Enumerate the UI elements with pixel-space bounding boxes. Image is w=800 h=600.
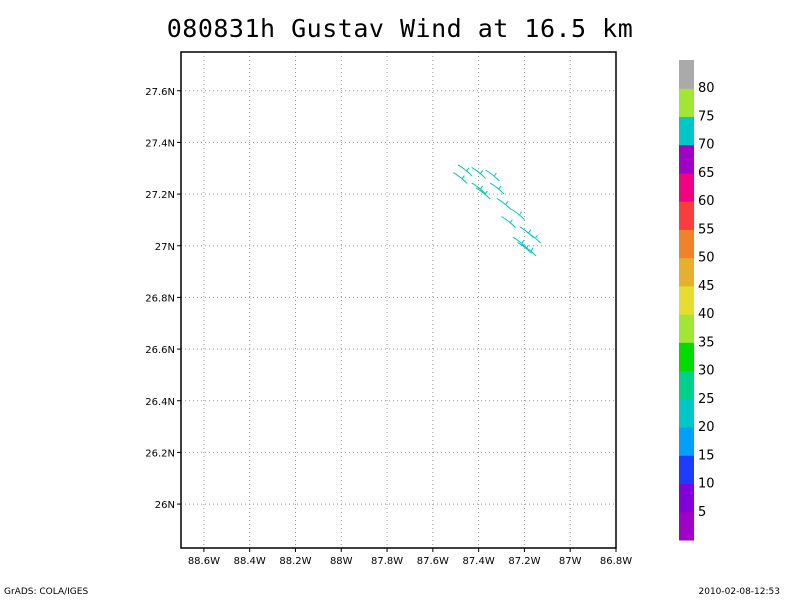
colorbar-label: 75 — [698, 109, 715, 124]
lat-tick-label: 26N — [155, 500, 175, 511]
colorbar-swatch — [679, 511, 694, 541]
colorbar-label: 30 — [698, 364, 715, 379]
wind-barb — [519, 226, 535, 239]
colorbar-swatch — [679, 483, 694, 513]
latitude-ticks: 27.6N 27.4N 27.2N 27N 26.8N 26.6N 26.4N 26.2N 26… — [145, 87, 181, 511]
colorbar-swatch — [679, 285, 694, 315]
wind-barb — [517, 241, 532, 254]
colorbar-swatch — [679, 60, 694, 89]
wind-barb — [489, 182, 505, 195]
colorbar: 5 10 15 20 25 30 35 40 45 50 55 60 65 70 75 80 — [679, 60, 715, 541]
colorbar-swatch — [679, 370, 694, 400]
lat-tick-label: 27N — [155, 242, 175, 253]
colorbar-swatch — [679, 144, 694, 174]
colorbar-label: 70 — [698, 138, 715, 153]
lon-tick-label: 87.8W — [371, 556, 403, 567]
lat-tick-label: 26.4N — [145, 397, 175, 408]
lon-tick-label: 87W — [559, 556, 582, 567]
footer-credit: GrADS: COLA/IGES — [4, 587, 89, 597]
grid-lines — [181, 52, 617, 548]
colorbar-label: 25 — [698, 392, 715, 407]
lon-tick-label: 86.8W — [600, 556, 632, 567]
colorbar-label: 10 — [698, 477, 715, 492]
colorbar-label: 60 — [698, 194, 715, 209]
lon-tick-label: 87.6W — [417, 556, 449, 567]
wind-barb — [471, 182, 486, 195]
lat-tick-label: 26.2N — [145, 448, 175, 459]
colorbar-swatch — [679, 398, 694, 428]
colorbar-swatch — [679, 427, 694, 456]
lat-tick-label: 26.6N — [145, 345, 175, 356]
wind-barb — [510, 208, 525, 221]
colorbar-label: 50 — [698, 251, 715, 266]
lon-tick-label: 88W — [330, 556, 353, 567]
wind-barb — [471, 166, 486, 179]
lat-tick-label: 26.8N — [145, 293, 175, 304]
colorbar-swatch — [679, 172, 694, 202]
wind-barb — [485, 169, 500, 182]
colorbar-swatch — [679, 229, 694, 259]
colorbar-swatch — [679, 455, 694, 485]
wind-barb — [457, 164, 473, 177]
colorbar-swatch — [679, 116, 694, 146]
colorbar-label: 5 — [698, 505, 706, 520]
wind-barb — [521, 244, 537, 257]
colorbar-label: 40 — [698, 307, 715, 322]
wind-barb — [453, 172, 468, 184]
colorbar-label: 45 — [698, 279, 715, 294]
lon-tick-label: 88.6W — [188, 556, 220, 567]
wind-barb — [526, 231, 541, 244]
colorbar-swatch — [679, 201, 694, 230]
lon-tick-label: 88.2W — [279, 556, 311, 567]
lat-tick-label: 27.2N — [145, 190, 175, 201]
lon-tick-label: 88.4W — [234, 556, 266, 567]
colorbar-swatch — [679, 257, 694, 287]
lat-tick-label: 27.6N — [145, 87, 175, 98]
lat-tick-label: 27.4N — [145, 138, 175, 149]
colorbar-swatch — [679, 314, 694, 343]
colorbar-label: 80 — [698, 81, 715, 96]
plot-frame — [180, 51, 617, 549]
footer-timestamp: 2010-02-08-12:53 — [698, 587, 781, 597]
colorbar-label: 65 — [698, 166, 715, 181]
plot-title: 080831h Gustav Wind at 16.5 km — [166, 14, 634, 43]
wind-barb — [475, 187, 491, 200]
colorbar-label: 15 — [698, 448, 715, 463]
colorbar-label: 20 — [698, 420, 715, 435]
colorbar-swatch — [679, 342, 694, 372]
colorbar-label: 35 — [698, 335, 715, 350]
wind-barb — [501, 216, 516, 228]
wind-barb — [496, 197, 512, 210]
lon-tick-label: 87.2W — [508, 556, 540, 567]
colorbar-swatch — [679, 88, 694, 117]
colorbar-label: 55 — [698, 222, 715, 237]
longitude-ticks: 88.6W 88.4W 88.2W 88W 87.8W 87.6W 87.4W 87.2W 87… — [188, 548, 632, 567]
wind-barbs — [453, 164, 541, 257]
lon-tick-label: 87.4W — [463, 556, 495, 567]
